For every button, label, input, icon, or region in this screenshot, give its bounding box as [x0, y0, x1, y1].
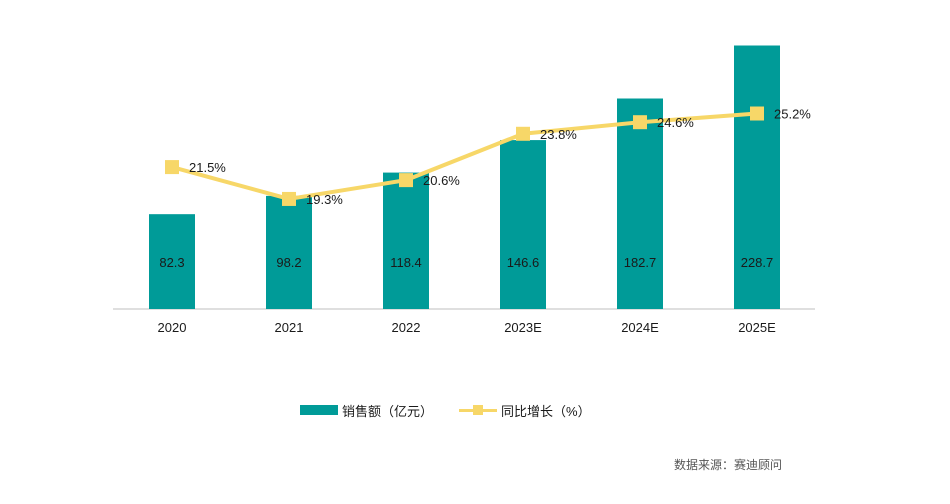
- bar-value-label: 228.7: [741, 255, 774, 270]
- bar-2021: [266, 195, 312, 309]
- growth-value-label: 23.8%: [540, 127, 577, 142]
- bar-value-label: 98.2: [276, 255, 301, 270]
- bar-2023E: [500, 140, 546, 309]
- source-note: 数据来源：赛迪顾问: [673, 458, 782, 472]
- legend-growth-label: 同比增长（%）: [501, 403, 591, 419]
- x-tick-label: 2021: [275, 320, 304, 335]
- growth-marker: [282, 191, 296, 206]
- bar-value-label: 82.3: [159, 255, 184, 270]
- growth-value-label: 21.5%: [189, 160, 226, 175]
- growth-marker: [516, 126, 530, 141]
- x-tick-label: 2024E: [621, 320, 659, 335]
- growth-value-label: 20.6%: [423, 173, 460, 188]
- legend-item-sales: 销售额（亿元）: [300, 401, 433, 420]
- bar-2020: [149, 214, 195, 309]
- growth-value-label: 25.2%: [774, 107, 811, 122]
- bar-value-label: 118.4: [390, 255, 422, 270]
- x-tick-label: 2022: [392, 320, 421, 335]
- legend-bar-swatch: [300, 405, 338, 415]
- x-tick-label: 2025E: [738, 320, 776, 335]
- bar-value-label: 182.7: [624, 255, 657, 270]
- growth-marker: [750, 106, 764, 121]
- growth-value-label: 24.6%: [657, 115, 694, 130]
- bar-2022: [383, 172, 429, 309]
- x-tick-label: 2023E: [504, 320, 542, 335]
- bar-2025E: [734, 45, 780, 309]
- legend-sales-label: 销售额（亿元）: [342, 403, 434, 419]
- legend: 销售额（亿元） 同比增长（%）: [300, 400, 617, 420]
- bar-value-label: 146.6: [507, 255, 540, 270]
- legend-line-swatch: [459, 405, 498, 415]
- growth-value-label: 19.3%: [306, 192, 343, 207]
- growth-marker: [165, 160, 179, 175]
- bar-2024E: [617, 98, 663, 309]
- growth-marker: [399, 173, 413, 188]
- growth-marker: [633, 115, 647, 130]
- x-tick-label: 2020: [158, 320, 187, 335]
- growth-line: [171, 111, 758, 201]
- legend-item-growth: 同比增长（%）: [459, 401, 591, 420]
